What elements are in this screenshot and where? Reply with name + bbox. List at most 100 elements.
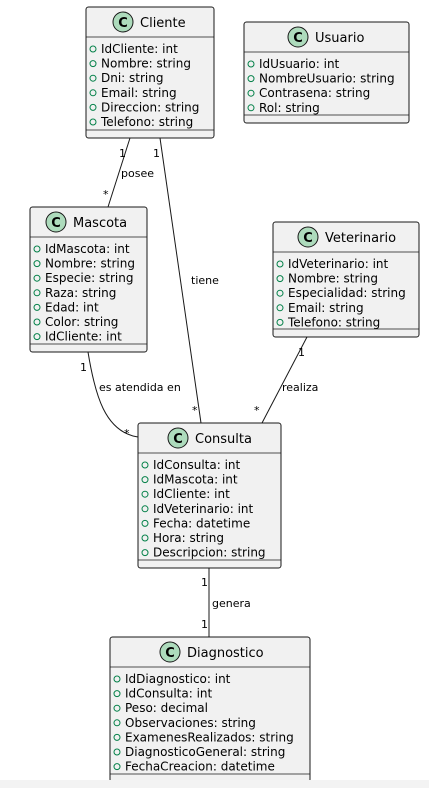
class-diagnostico-name: Diagnostico: [187, 646, 264, 661]
class-usuario-attribute: IdUsuario: int: [259, 57, 340, 71]
mult-posee-from: 1: [119, 147, 126, 160]
label-realiza: realiza: [282, 381, 318, 394]
public-visibility-icon: [141, 476, 149, 484]
class-badge-icon: C: [167, 427, 189, 449]
mult-atendida-from: 1: [80, 361, 87, 374]
class-mascota-box: [29, 206, 148, 353]
mult-tiene-to: *: [192, 404, 198, 417]
edge-realiza: 1 * realiza: [254, 336, 318, 424]
class-diagnostico: C Diagnostico IdDiagnostico: intIdConsulta…: [109, 636, 311, 783]
class-badge-letter: C: [303, 231, 313, 246]
class-cliente-attribute: IdCliente: int: [101, 42, 178, 56]
public-visibility-icon: [33, 274, 41, 282]
class-badge-icon: C: [159, 641, 181, 663]
class-veterinario-box: [272, 221, 420, 338]
class-badge-letter: C: [165, 646, 175, 661]
class-badge-icon: C: [287, 26, 309, 48]
label-posee: posee: [121, 167, 154, 180]
class-consulta-attribute: IdConsulta: int: [153, 458, 241, 472]
class-mascota-attribute: IdCliente: int: [45, 330, 122, 344]
class-consulta-attribute: Fecha: datetime: [153, 516, 250, 530]
class-cliente-attribute: Nombre: string: [101, 57, 191, 71]
mult-posee-to: *: [103, 188, 109, 201]
bottom-band: [0, 780, 429, 788]
edge-posee: 1 * posee: [103, 137, 154, 208]
class-usuario-box: [243, 21, 410, 124]
public-visibility-icon: [141, 505, 149, 513]
public-visibility-icon: [141, 549, 149, 557]
edge-genera: 1 1 genera: [201, 568, 251, 637]
class-cliente-name: Cliente: [140, 16, 186, 31]
class-badge-letter: C: [51, 216, 61, 231]
class-usuario-name: Usuario: [315, 31, 364, 46]
public-visibility-icon: [113, 733, 121, 741]
class-mascota-attribute: Nombre: string: [45, 257, 135, 271]
class-consulta-attribute: Hora: string: [153, 531, 224, 545]
mult-realiza-to: *: [254, 404, 260, 417]
public-visibility-icon: [247, 75, 255, 83]
class-veterinario-attribute: Email: string: [288, 301, 364, 315]
class-veterinario-name: Veterinario: [325, 231, 396, 246]
public-visibility-icon: [113, 704, 121, 712]
class-cliente-attribute: Telefono: string: [100, 115, 193, 129]
class-consulta-name: Consulta: [195, 432, 252, 447]
public-visibility-icon: [89, 118, 97, 126]
class-consulta-attribute: IdMascota: int: [153, 473, 238, 487]
public-visibility-icon: [113, 748, 121, 756]
class-mascota-attribute: Color: string: [45, 315, 118, 329]
public-visibility-icon: [276, 304, 284, 312]
class-cliente-attribute: Email: string: [101, 86, 177, 100]
class-consulta-attribute: IdVeterinario: int: [153, 502, 254, 516]
class-diagnostico-attribute: IdConsulta: int: [125, 687, 213, 701]
public-visibility-icon: [89, 74, 97, 82]
public-visibility-icon: [276, 260, 284, 268]
class-veterinario-attribute: Nombre: string: [288, 272, 378, 286]
public-visibility-icon: [141, 519, 149, 527]
class-consulta-box: [137, 422, 282, 569]
mult-genera-from: 1: [201, 576, 208, 589]
class-veterinario-attribute: IdVeterinario: int: [288, 257, 389, 271]
public-visibility-icon: [89, 60, 97, 68]
class-diagnostico-attribute: IdDiagnostico: int: [125, 672, 231, 686]
public-visibility-icon: [33, 245, 41, 253]
class-veterinario-attribute: Telefono: string: [287, 315, 380, 329]
public-visibility-icon: [141, 490, 149, 498]
public-visibility-icon: [89, 103, 97, 111]
public-visibility-icon: [113, 719, 121, 727]
public-visibility-icon: [33, 318, 41, 326]
class-mascota-attribute: Especie: string: [45, 271, 133, 285]
class-diagnostico-attribute: Observaciones: string: [125, 716, 256, 730]
class-consulta-attribute: IdCliente: int: [153, 487, 230, 501]
class-usuario-attribute: Contrasena: string: [259, 86, 370, 100]
class-usuario-attribute: Rol: string: [259, 101, 320, 115]
class-badge-icon: C: [45, 211, 67, 233]
class-mascota-attribute: Edad: int: [45, 300, 99, 314]
public-visibility-icon: [247, 89, 255, 97]
public-visibility-icon: [141, 461, 149, 469]
edge-es-atendida-en: 1 * es atendida en: [80, 351, 181, 440]
public-visibility-icon: [89, 45, 97, 53]
class-cliente-attribute: Dni: string: [101, 71, 163, 85]
public-visibility-icon: [247, 60, 255, 68]
class-diagnostico-attribute: FechaCreacion: datetime: [125, 760, 275, 774]
public-visibility-icon: [113, 763, 121, 771]
public-visibility-icon: [247, 104, 255, 112]
class-diagnostico-attribute: DiagnosticoGeneral: string: [125, 745, 285, 759]
class-badge-icon: C: [297, 226, 319, 248]
public-visibility-icon: [33, 303, 41, 311]
mult-atendida-to: *: [124, 427, 130, 440]
class-cliente-box: [85, 6, 215, 139]
label-genera: genera: [212, 597, 251, 610]
class-mascota-attribute: Raza: string: [45, 286, 116, 300]
public-visibility-icon: [33, 289, 41, 297]
class-cliente-attribute: Direccion: string: [101, 100, 199, 114]
class-consulta-attribute: Descripcion: string: [153, 546, 266, 560]
public-visibility-icon: [113, 675, 121, 683]
class-badge-icon: C: [112, 11, 134, 33]
